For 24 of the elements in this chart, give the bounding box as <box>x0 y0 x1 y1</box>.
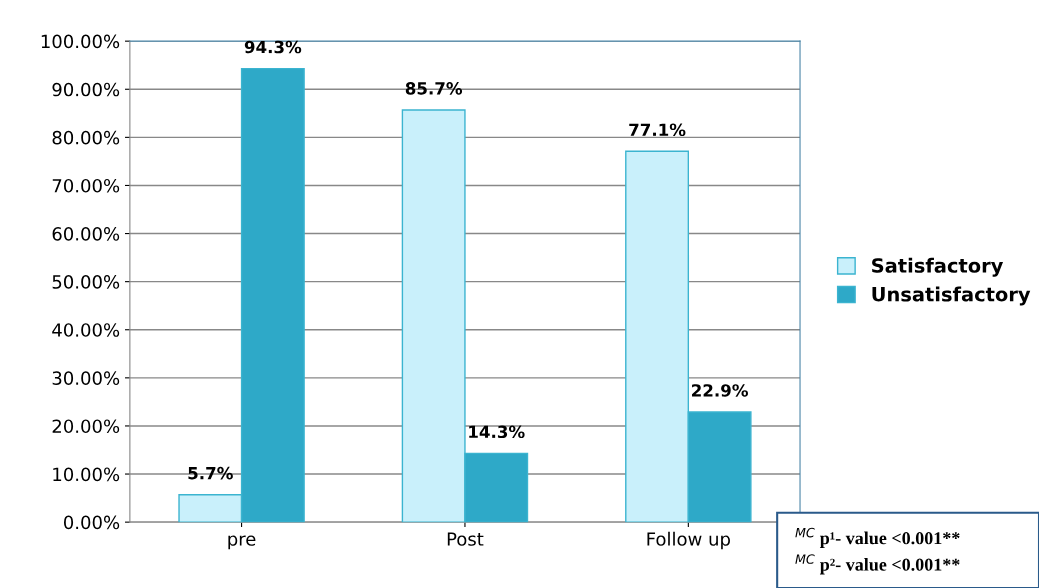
y-tick-label: 10.00% <box>53 467 120 482</box>
data-label: 14.3% <box>469 425 525 439</box>
x-tick-label: Follow up <box>647 531 730 550</box>
data-label: 77.1% <box>629 123 686 137</box>
y-tick-label: 90.00% <box>52 82 120 97</box>
y-tick-label: 50.00% <box>52 275 120 289</box>
data-label: 85.7% <box>405 82 463 95</box>
y-tick-label: 60.00% <box>52 227 120 241</box>
y-tick-label: 20.00% <box>52 419 120 434</box>
x-tick-label: Post <box>447 532 484 546</box>
data-label: 5.7% <box>188 466 233 480</box>
data-label: 22.9% <box>692 384 748 397</box>
x-tick-label: pre <box>228 535 256 550</box>
y-tick-label: 100.00% <box>41 34 120 49</box>
y-tick-label: 70.00% <box>52 178 120 193</box>
y-tick-label: 0.00% <box>63 515 120 530</box>
text: $^{MC}$ p¹- value <0.001** <box>795 527 960 548</box>
y-tick-label: 30.00% <box>52 371 120 385</box>
y-tick-label: 80.00% <box>52 130 120 145</box>
y-tick-label: 40.00% <box>52 323 120 337</box>
legend-label: Unsatisfactory <box>872 286 1031 306</box>
legend-label: Satisfactory <box>872 257 1004 277</box>
text: $^{MC}$ p²- value <0.001** <box>795 554 960 575</box>
data-label: 94.3% <box>244 40 302 54</box>
